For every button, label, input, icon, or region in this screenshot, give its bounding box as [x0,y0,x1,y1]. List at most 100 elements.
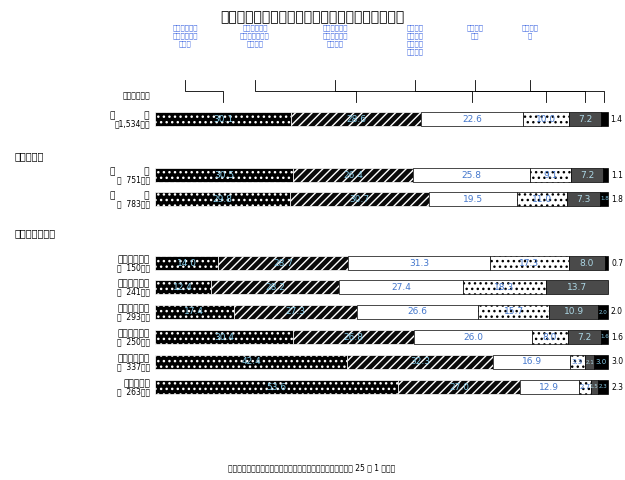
Text: 28.7: 28.7 [273,259,293,267]
Bar [599,305,608,319]
Bar [421,112,523,126]
Text: ５０～５９歳: ５０～５９歳 [118,329,150,338]
Bar [604,168,609,182]
Text: 17.3: 17.3 [519,259,539,267]
Text: （  263人）: （ 263人） [117,387,150,396]
Text: 19.5: 19.5 [463,194,483,204]
Text: 30.7: 30.7 [349,194,369,204]
Text: 2.3: 2.3 [611,383,623,392]
Text: 17.4: 17.4 [184,308,204,316]
Bar [290,192,429,206]
Text: 18.3: 18.3 [494,283,514,291]
Text: （  293人）: （ 293人） [117,312,150,322]
Bar [523,112,569,126]
Bar [155,330,292,344]
Bar [292,330,414,344]
Text: 7.2: 7.2 [578,333,592,341]
Bar [339,280,463,294]
Bar [518,192,568,206]
Text: 10.9: 10.9 [564,308,584,316]
Text: 週に１～２日
（年５１日～１
５０日）: 週に１～２日 （年５１日～１ ５０日） [240,24,270,47]
Text: 2.7: 2.7 [579,384,590,390]
Bar [579,380,591,394]
Bar [357,305,478,319]
Text: 年に１～
３日: 年に１～ ３日 [466,24,484,39]
Text: （  783人）: （ 783人） [117,200,150,208]
Text: 1.8: 1.8 [600,196,609,202]
Bar [600,192,609,206]
Bar [155,280,211,294]
Bar [546,280,608,294]
Bar [348,256,490,270]
Text: 1.1: 1.1 [611,170,623,180]
Bar [568,192,600,206]
Bar [414,330,532,344]
Text: 週に３日以上
（年１５１日
以上）: 週に３日以上 （年１５１日 以上） [173,24,198,47]
Text: 26.0: 26.0 [463,333,483,341]
Text: 29.8: 29.8 [213,194,232,204]
Text: 7.3: 7.3 [577,194,591,204]
Text: 53.6: 53.6 [266,383,286,392]
Bar [155,256,218,270]
Bar [412,168,529,182]
Text: 〔　性　〕: 〔 性 〕 [15,151,44,161]
Text: わからな
い: わからな い [521,24,539,39]
Text: 13.7: 13.7 [567,283,587,291]
Text: 1.6: 1.6 [600,335,609,339]
Text: 9.1: 9.1 [543,170,558,180]
Bar [155,355,347,369]
Text: （  241人）: （ 241人） [117,288,150,297]
Text: 14.0: 14.0 [177,259,197,267]
Bar [234,305,358,319]
Text: ３０～３９歳: ３０～３９歳 [118,279,150,288]
Bar [585,355,594,369]
Text: 男          性: 男 性 [111,168,150,177]
Bar [155,168,293,182]
Text: ２０～２９歳: ２０～２９歳 [118,255,150,264]
Text: 27.0: 27.0 [449,383,469,392]
Bar [155,112,291,126]
Bar [218,256,348,270]
Text: （該当者数）: （該当者数） [122,92,150,100]
Bar [398,380,520,394]
Text: 1.8: 1.8 [611,194,623,204]
Bar [594,355,608,369]
Text: 30.4: 30.4 [214,333,234,341]
Text: 1.5: 1.5 [590,384,599,389]
Text: ３か月に
１～２日
（年４～
１１日）: ３か月に １～２日 （年４～ １１日） [406,24,424,55]
Text: （  751人）: （ 751人） [117,176,150,184]
Bar [532,330,568,344]
Text: 1.6: 1.6 [611,333,623,341]
Text: 図２　この１年間に行った運動・スポーツの日数: 図２ この１年間に行った運動・スポーツの日数 [220,10,404,24]
Text: 22.6: 22.6 [462,115,482,123]
Text: 12.9: 12.9 [539,383,559,392]
Text: 30.1: 30.1 [213,115,233,123]
Text: ７０歳以上: ７０歳以上 [123,380,150,388]
Text: ６０～６９歳: ６０～６９歳 [118,355,150,363]
Text: （  337人）: （ 337人） [117,362,150,372]
Text: （  150人）: （ 150人） [117,264,150,273]
Bar [291,112,421,126]
Bar [211,280,339,294]
Bar [155,380,398,394]
Text: 26.6: 26.6 [408,308,428,316]
Text: （1,534人）: （1,534人） [114,120,150,129]
Bar [598,380,608,394]
Bar [293,168,413,182]
Text: 3.3: 3.3 [572,359,583,365]
Text: 10.0: 10.0 [536,115,556,123]
Text: 7.2: 7.2 [578,115,592,123]
Text: 0.7: 0.7 [611,259,623,267]
Text: 7.2: 7.2 [580,170,594,180]
Text: 12.4: 12.4 [173,283,193,291]
Bar [549,305,599,319]
Bar [478,305,549,319]
Text: 30.5: 30.5 [214,170,234,180]
Bar [155,305,234,319]
Bar [493,355,570,369]
Text: 31.3: 31.3 [409,259,429,267]
Text: 3.0: 3.0 [596,359,607,365]
Bar [591,380,598,394]
Text: 27.4: 27.4 [391,283,411,291]
Text: 42.4: 42.4 [241,358,261,367]
